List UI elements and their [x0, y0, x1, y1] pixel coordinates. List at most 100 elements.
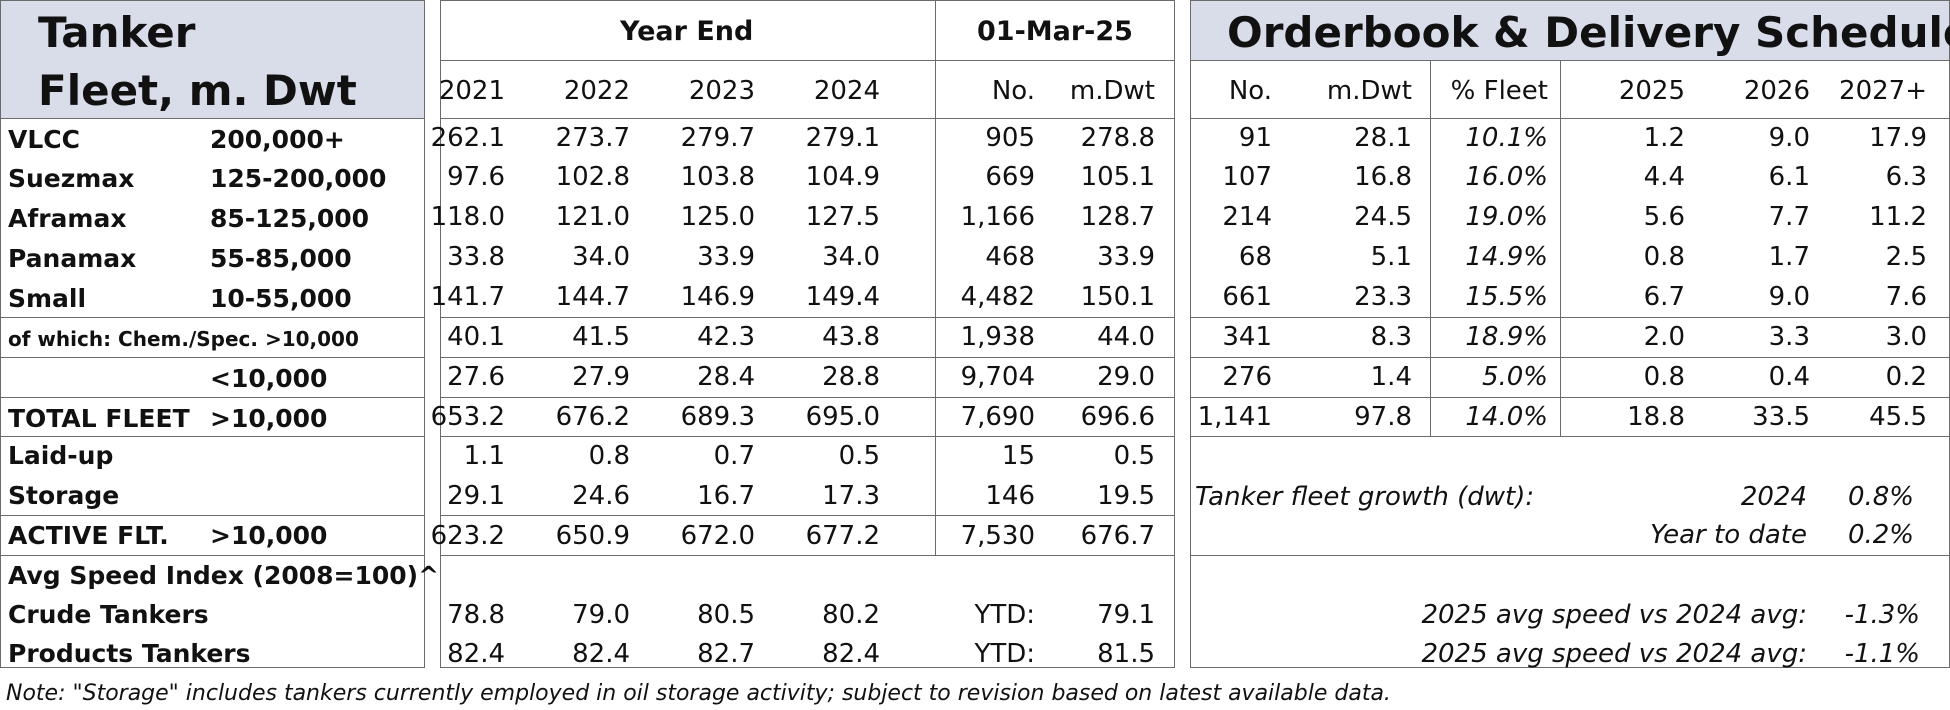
column-header: 2021 [438, 76, 505, 106]
table-cell: 669 [985, 162, 1035, 192]
table-cell: 9,704 [960, 362, 1035, 392]
table-cell: 28.8 [822, 362, 880, 392]
fleet-data-panel [440, 0, 1175, 668]
table-cell: 104.9 [805, 162, 880, 192]
rule [440, 555, 1175, 556]
rule [440, 118, 1175, 119]
table-cell: 14.9% [1465, 242, 1548, 272]
table-cell: 45.5 [1869, 402, 1927, 432]
table-cell: 128.7 [1080, 202, 1155, 232]
table-cell: 82.4 [447, 639, 505, 669]
table-cell: 278.8 [1080, 123, 1155, 153]
table-cell: 214 [1222, 202, 1272, 232]
column-header: 2026 [1743, 76, 1810, 106]
table-cell: 0.5 [838, 441, 880, 471]
rule [1190, 397, 1950, 398]
table-cell: 9.0 [1768, 123, 1810, 153]
rule [1190, 317, 1950, 318]
table-cell: 127.5 [805, 202, 880, 232]
rule [935, 60, 936, 555]
table-cell: 677.2 [805, 521, 880, 551]
table-cell: 17.9 [1869, 123, 1927, 153]
table-cell: 105.1 [1080, 162, 1155, 192]
table-cell: 6.7 [1643, 282, 1685, 312]
table-cell: 1.2 [1643, 123, 1685, 153]
table-cell: 125.0 [680, 202, 755, 232]
table-cell: 279.7 [680, 123, 755, 153]
table-cell: 19.5 [1097, 481, 1155, 511]
table-cell: 23.3 [1354, 282, 1412, 312]
table-cell: 3.0 [1885, 322, 1927, 352]
column-header: 2025 [1618, 76, 1685, 106]
table-cell: 0.5 [1113, 441, 1155, 471]
rule [440, 397, 1175, 398]
table-cell: 4,482 [960, 282, 1035, 312]
table-cell: 43.8 [822, 322, 880, 352]
products-speed-change-value: -1.1% [1844, 639, 1920, 669]
table-cell: 7,530 [960, 521, 1035, 551]
table-cell: 28.4 [697, 362, 755, 392]
rule [1430, 60, 1431, 437]
column-header: 2022 [563, 76, 630, 106]
left-title-background [0, 0, 425, 118]
table-cell: 2.5 [1885, 242, 1927, 272]
table-cell: 33.9 [697, 242, 755, 272]
table-cell: 27.9 [572, 362, 630, 392]
table-cell: 103.8 [680, 162, 755, 192]
table-cell: 676.2 [555, 402, 630, 432]
table-cell: 5.6 [1643, 202, 1685, 232]
table-cell: 118.0 [430, 202, 505, 232]
table-cell: 0.8 [588, 441, 630, 471]
table-cell: 18.9% [1465, 322, 1548, 352]
rule [0, 555, 425, 556]
rule [440, 317, 1175, 318]
rule [1190, 436, 1950, 437]
rule [0, 436, 425, 437]
row-label: Storage [8, 481, 120, 510]
table-cell: 9.0 [1768, 282, 1810, 312]
rule [0, 397, 425, 398]
table-cell: 696.6 [1080, 402, 1155, 432]
orderbook-panel [1190, 0, 1950, 668]
table-title-line-1: Tanker [38, 8, 196, 57]
table-cell: 2.0 [1643, 322, 1685, 352]
row-label: Suezmax [8, 164, 135, 193]
column-header: 2027+ [1839, 76, 1927, 106]
table-cell: 15 [1001, 441, 1035, 471]
row-size-band: 55-85,000 [210, 244, 352, 273]
table-cell: 6.1 [1768, 162, 1810, 192]
table-cell: 16.7 [697, 481, 755, 511]
table-cell: 27.6 [447, 362, 505, 392]
table-cell: 650.9 [555, 521, 630, 551]
row-size-band: 200,000+ [210, 125, 345, 154]
rule [0, 118, 425, 119]
table-cell: 16.0% [1465, 162, 1548, 192]
table-cell: 1,141 [1197, 402, 1272, 432]
row-label: Panamax [8, 244, 137, 273]
table-cell: 82.7 [697, 639, 755, 669]
table-cell: 33.9 [1097, 242, 1155, 272]
table-cell: 676.7 [1080, 521, 1155, 551]
row-label: VLCC [8, 125, 80, 154]
table-cell: 1.1 [463, 441, 505, 471]
row-size-band: 85-125,000 [210, 204, 370, 233]
table-cell: 80.5 [697, 600, 755, 630]
table-cell: 68 [1238, 242, 1272, 272]
table-cell: 3.3 [1768, 322, 1810, 352]
table-cell: 82.4 [822, 639, 880, 669]
column-header: % Fleet [1450, 76, 1548, 106]
table-cell: 5.1 [1370, 242, 1412, 272]
fleet-growth-label: Tanker fleet growth (dwt): [1195, 482, 1535, 512]
table-cell: 15.5% [1465, 282, 1548, 312]
row-size-band: 10-55,000 [210, 284, 352, 313]
row-size-band: <10,000 [210, 364, 328, 393]
orderbook-title: Orderbook & Delivery Schedule [1227, 8, 1950, 57]
column-header: No. [991, 76, 1035, 106]
table-cell: 107 [1222, 162, 1272, 192]
table-cell: 18.8 [1627, 402, 1685, 432]
table-cell: YTD: [974, 600, 1035, 630]
table-cell: 7.6 [1885, 282, 1927, 312]
column-header: 2023 [688, 76, 755, 106]
table-cell: 623.2 [430, 521, 505, 551]
table-cell: 0.8 [1643, 242, 1685, 272]
